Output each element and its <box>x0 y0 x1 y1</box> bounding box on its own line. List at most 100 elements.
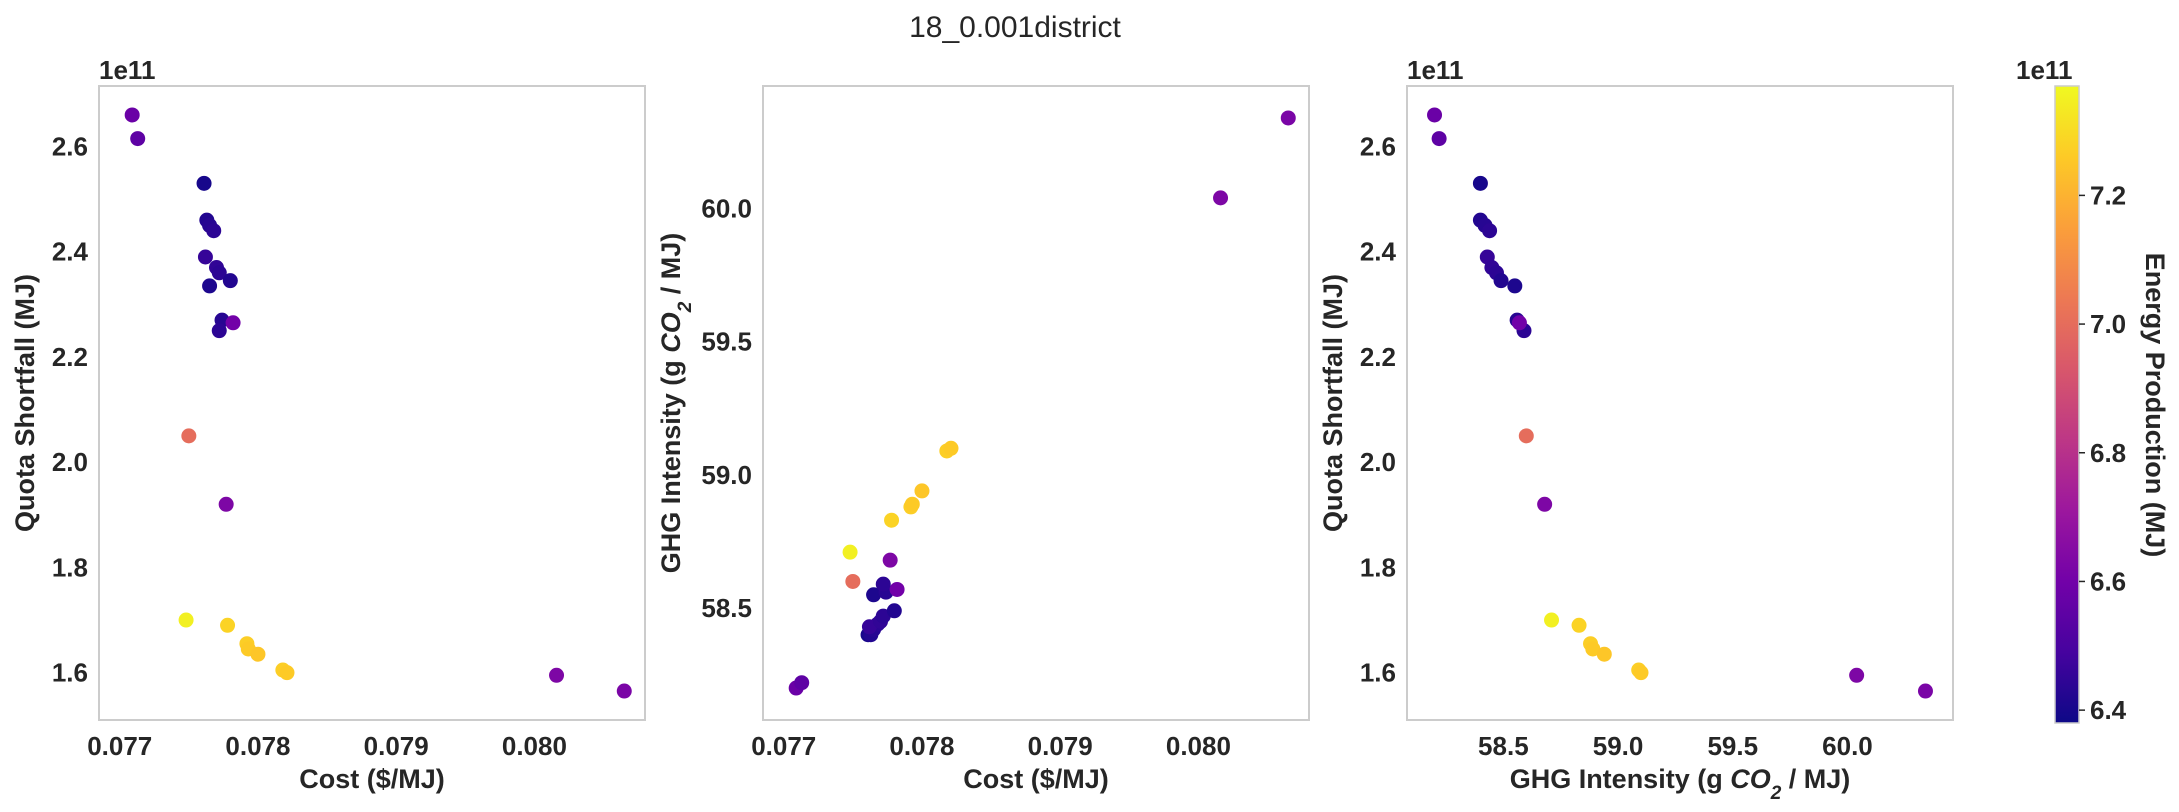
data-point <box>225 315 241 331</box>
data-point <box>1571 617 1587 633</box>
plot-frame <box>1406 85 1954 721</box>
x-tick-label: 59.0 <box>1593 731 1644 761</box>
y-tick-label: 2.2 <box>1360 342 1396 372</box>
y-tick-label: 1.6 <box>1360 658 1396 688</box>
y-axis-label: GHG Intensity (g CO2 / MJ) <box>656 233 696 574</box>
colorbar-tick-labels: 6.4 6.6 6.8 7.0 7.2 <box>2079 180 2127 725</box>
data-point <box>1280 110 1296 126</box>
data-point <box>220 617 236 633</box>
x-tick-label: 0.078 <box>225 731 290 761</box>
y-tick-label: 1.6 <box>52 658 88 688</box>
data-point <box>1917 683 1933 699</box>
data-point <box>218 496 234 512</box>
data-point <box>842 544 858 560</box>
x-tick-label: 0.078 <box>889 731 954 761</box>
plot-frame <box>98 85 646 721</box>
data-point <box>882 552 898 568</box>
data-point <box>211 323 227 339</box>
y-tick-label: 60.0 <box>701 194 752 224</box>
x-tick-label: 0.080 <box>1166 731 1231 761</box>
x-tick-label: 0.080 <box>502 731 567 761</box>
data-point <box>124 107 140 123</box>
y-axis-label: Quota Shortfall (MJ) <box>1318 274 1348 532</box>
data-point <box>206 223 222 239</box>
data-point <box>1633 665 1649 681</box>
data-point <box>181 428 197 444</box>
colorbar-tick-label: 6.8 <box>2090 438 2126 468</box>
x-tick-label: 58.5 <box>1478 731 1529 761</box>
data-points <box>788 110 1296 696</box>
data-point <box>886 603 902 619</box>
data-point <box>1472 175 1488 191</box>
y-tick-label: 1.8 <box>52 552 88 582</box>
y-offset-label: 1e11 <box>99 55 155 85</box>
data-point <box>202 278 218 294</box>
x-axis-label: Cost ($/MJ) <box>963 764 1109 794</box>
y-tick-label: 2.4 <box>52 237 89 267</box>
data-point <box>222 273 238 289</box>
co2-subscript-label: CO2 <box>656 301 696 353</box>
y-axis-label-text: GHG Intensity (g <box>656 353 686 574</box>
co2-subscript-label: CO2 <box>1730 764 1782 804</box>
y-tick-label: 58.5 <box>701 593 752 623</box>
y-axis-label: Quota Shortfall (MJ) <box>10 274 40 532</box>
data-point <box>1596 646 1612 662</box>
data-point <box>1427 107 1443 123</box>
y-offset-label: 1e11 <box>1407 55 1463 85</box>
x-tick-label: 60.0 <box>1822 731 1873 761</box>
y-tick-label: 2.4 <box>1360 237 1397 267</box>
tick-labels: 0.077 0.078 0.079 0.080 58.5 59.0 59.5 60.0 <box>701 194 1231 761</box>
data-point <box>889 581 905 597</box>
x-tick-label: 0.079 <box>1028 731 1093 761</box>
colorbar-tick-label: 6.6 <box>2090 566 2126 596</box>
data-point <box>875 576 891 592</box>
data-point <box>794 675 810 691</box>
colorbar-offset-label: 1e11 <box>2016 55 2072 85</box>
data-point <box>914 483 930 499</box>
data-point <box>616 683 632 699</box>
tick-labels: 58.5 59.0 59.5 60.0 1.6 1.8 2.0 2.2 2.4 2.6 <box>1360 132 1873 761</box>
data-point <box>196 175 212 191</box>
x-axis-label: GHG Intensity (g CO2 / MJ) <box>1510 764 1851 804</box>
y-tick-label: 1.8 <box>1360 552 1396 582</box>
y-axis-label-unit: / MJ) <box>656 233 686 302</box>
data-point <box>1849 667 1865 683</box>
x-tick-label: 0.077 <box>751 731 816 761</box>
scatter-panel-cost-vs-shortfall: 1e11 Cost ($/MJ) Quota Shortfall (MJ) 0.… <box>10 55 646 794</box>
colorbar: 1e11 Energy Production (MJ) 6.4 6.6 6.8 7.0… <box>2016 55 2170 725</box>
scatter-panel-ghg-vs-shortfall: 1e11 GHG Intensity (g CO2 / MJ) Quota Sh… <box>1318 55 1954 804</box>
data-point <box>279 665 295 681</box>
x-axis-label-text: GHG Intensity (g <box>1510 764 1731 794</box>
data-point <box>1482 223 1498 239</box>
colorbar-tick-label: 6.4 <box>2090 695 2127 725</box>
y-tick-label: 2.2 <box>52 342 88 372</box>
data-point <box>1493 273 1509 289</box>
data-point <box>1431 131 1447 147</box>
data-point <box>130 131 146 147</box>
colorbar-tick-label: 7.2 <box>2090 180 2126 210</box>
data-point <box>845 573 861 589</box>
data-point <box>211 265 227 281</box>
scatter-panel-cost-vs-ghg: Cost ($/MJ) GHG Intensity (g CO2 / MJ) 0… <box>656 85 1310 794</box>
data-point <box>1507 278 1523 294</box>
data-points <box>124 107 632 699</box>
colorbar-tick-label: 7.0 <box>2090 309 2126 339</box>
colorbar-label: Energy Production (MJ) <box>2140 253 2170 558</box>
data-point <box>904 496 920 512</box>
x-tick-label: 0.077 <box>87 731 152 761</box>
data-point <box>178 612 194 628</box>
data-point <box>1544 612 1560 628</box>
data-point <box>943 440 959 456</box>
y-tick-label: 2.0 <box>1360 447 1396 477</box>
x-axis-label: Cost ($/MJ) <box>299 764 445 794</box>
data-points <box>1427 107 1933 699</box>
x-axis-label-unit: / MJ) <box>1781 764 1850 794</box>
y-tick-label: 59.5 <box>701 327 752 357</box>
data-point <box>1511 315 1527 331</box>
data-point <box>884 512 900 528</box>
plot-frame <box>762 85 1310 721</box>
data-point <box>1518 428 1534 444</box>
data-point <box>1213 190 1229 206</box>
data-point <box>1537 496 1553 512</box>
